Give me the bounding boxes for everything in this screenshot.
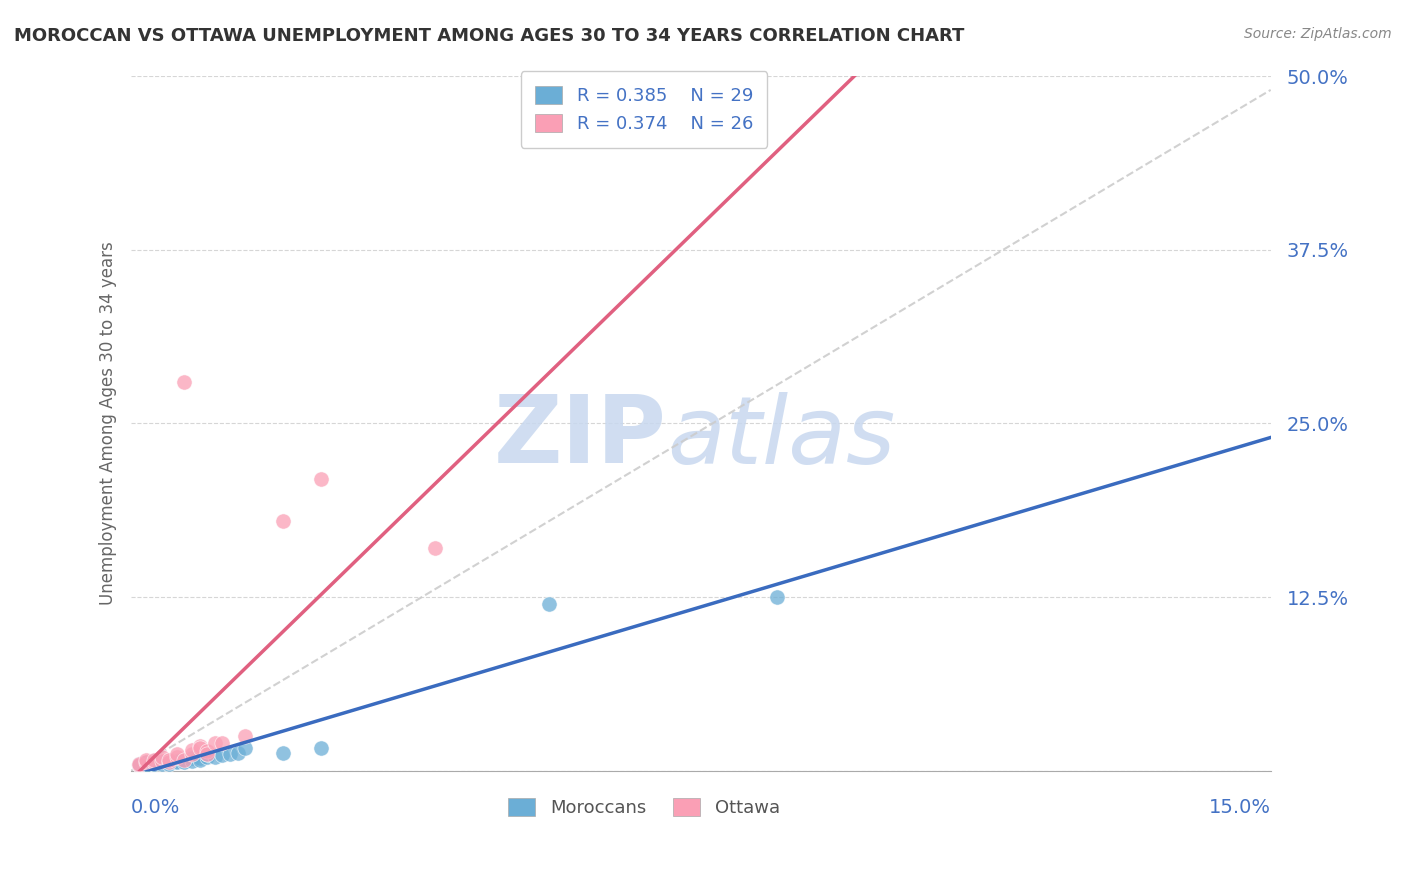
Point: [128, 756, 150, 771]
Text: Source: ZipAtlas.com: Source: ZipAtlas.com: [1244, 27, 1392, 41]
Point: [157, 756, 180, 770]
Point: [166, 747, 188, 761]
Point: [181, 754, 204, 768]
Point: [188, 739, 211, 753]
Point: [135, 758, 157, 772]
Point: [150, 756, 173, 770]
Point: [157, 753, 180, 767]
Point: [309, 741, 332, 756]
Point: [166, 756, 188, 770]
Point: [166, 754, 188, 768]
Y-axis label: Unemployment Among Ages 30 to 34 years: Unemployment Among Ages 30 to 34 years: [100, 242, 117, 606]
Point: [173, 753, 195, 767]
Point: [181, 743, 204, 757]
Text: 15.0%: 15.0%: [1209, 798, 1271, 817]
Text: atlas: atlas: [666, 392, 896, 483]
Point: [128, 758, 150, 772]
Point: [538, 597, 561, 611]
Point: [181, 747, 204, 761]
Point: [135, 756, 157, 770]
Point: [173, 756, 195, 770]
Point: [173, 754, 195, 768]
Point: [150, 756, 173, 771]
Point: [135, 756, 157, 770]
Point: [226, 746, 249, 760]
Point: [204, 749, 226, 764]
Point: [166, 749, 188, 764]
Point: [188, 741, 211, 756]
Point: [204, 736, 226, 750]
Point: [135, 753, 157, 767]
Text: MOROCCAN VS OTTAWA UNEMPLOYMENT AMONG AGES 30 TO 34 YEARS CORRELATION CHART: MOROCCAN VS OTTAWA UNEMPLOYMENT AMONG AG…: [14, 27, 965, 45]
Point: [181, 751, 204, 765]
Point: [188, 751, 211, 765]
Point: [143, 754, 166, 768]
Point: [143, 756, 166, 771]
Text: ZIP: ZIP: [494, 392, 666, 483]
Point: [195, 747, 218, 761]
Point: [195, 747, 218, 761]
Point: [211, 736, 233, 750]
Point: [271, 746, 294, 760]
Point: [143, 756, 166, 770]
Point: [128, 758, 150, 772]
Point: [157, 756, 180, 771]
Point: [233, 741, 256, 756]
Point: [150, 754, 173, 768]
Point: [309, 472, 332, 486]
Point: [173, 375, 195, 389]
Point: [423, 541, 446, 556]
Point: [219, 747, 242, 761]
Point: [188, 753, 211, 767]
Point: [143, 753, 166, 767]
Legend: Moroccans, Ottawa: Moroccans, Ottawa: [501, 790, 787, 824]
Point: [766, 590, 789, 604]
Point: [195, 749, 218, 764]
Point: [195, 744, 218, 758]
Point: [233, 729, 256, 743]
Point: [157, 756, 180, 770]
Text: 0.0%: 0.0%: [131, 798, 180, 817]
Point: [150, 749, 173, 764]
Point: [271, 514, 294, 528]
Point: [211, 748, 233, 763]
Point: [128, 756, 150, 771]
